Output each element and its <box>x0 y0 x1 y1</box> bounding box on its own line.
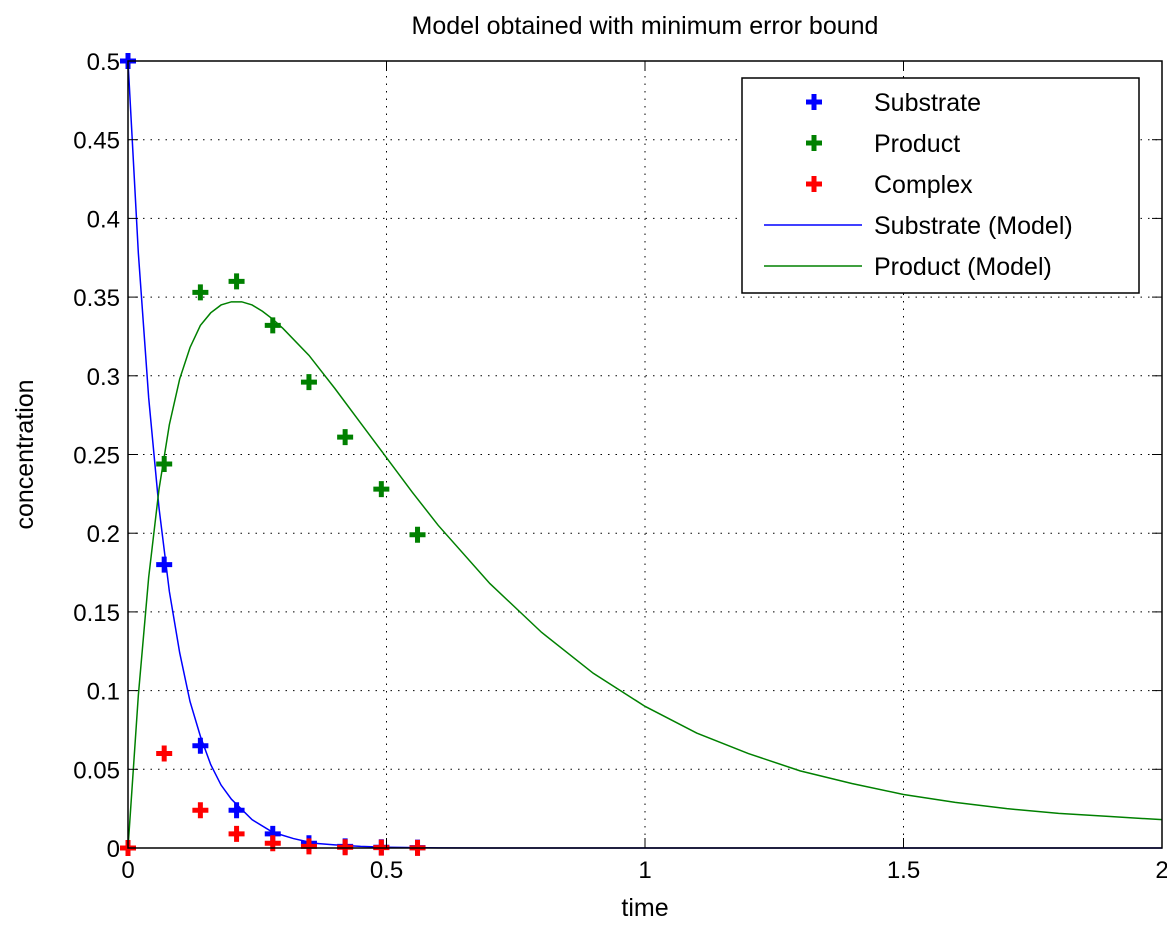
product-point <box>192 284 209 301</box>
substrate-point <box>156 556 173 573</box>
legend-swatch-substrate <box>806 94 822 110</box>
y-tick-label: 0.35 <box>73 285 120 312</box>
product-point <box>337 429 354 446</box>
substrate-point <box>228 802 245 819</box>
y-tick-label: 0.25 <box>73 443 120 470</box>
complex-point <box>337 839 354 856</box>
y-tick-label: 0.4 <box>87 206 120 233</box>
complex-point <box>192 802 209 819</box>
y-tick-label: 0.1 <box>87 679 120 706</box>
legend-label-product: Product <box>874 130 960 158</box>
y-tick-label: 0.15 <box>73 600 120 627</box>
complex-point <box>300 838 317 855</box>
tick-labels: 0 0.5 1 1.5 2 0 0.05 0.1 0.15 0.2 0.25 0.3 0.35 0.4 0.… <box>73 49 1167 884</box>
y-tick-label: 0.05 <box>73 757 120 784</box>
legend-swatch-complex <box>806 176 822 192</box>
y-axis-label: concentration <box>11 379 39 529</box>
complex-point <box>228 825 245 842</box>
product-point <box>156 455 173 472</box>
product-point <box>264 317 281 334</box>
x-tick-label: 0.5 <box>370 857 403 884</box>
x-axis-label: time <box>621 894 668 922</box>
y-tick-label: 0.45 <box>73 128 120 155</box>
x-tick-label: 1 <box>638 857 651 884</box>
legend-label-product-model: Product (Model) <box>874 253 1052 281</box>
x-tick-label: 1.5 <box>887 857 920 884</box>
legend-label-substrate: Substrate <box>874 89 981 117</box>
product-point <box>409 526 426 543</box>
legend-label-complex: Complex <box>874 171 973 199</box>
product-model-line <box>128 301 1162 849</box>
legend: Substrate Product Complex Substrate (Model)… <box>741 77 1140 294</box>
y-tick-label: 0.5 <box>87 49 120 76</box>
product-point <box>373 481 390 498</box>
chart-title: Model obtained with minimum error bound <box>412 12 879 40</box>
y-tick-label: 0.2 <box>87 521 120 548</box>
complex-point <box>156 745 173 762</box>
y-tick-label: 0.3 <box>87 364 120 391</box>
product-point <box>300 374 317 391</box>
y-tick-label: 0 <box>107 836 120 863</box>
x-tick-label: 0 <box>121 857 134 884</box>
product-point <box>228 273 245 290</box>
ticks <box>127 60 1163 849</box>
legend-swatch-product <box>806 135 822 151</box>
legend-label-substrate-model: Substrate (Model) <box>874 212 1073 240</box>
x-tick-label: 2 <box>1155 857 1167 884</box>
substrate-point <box>192 737 209 754</box>
